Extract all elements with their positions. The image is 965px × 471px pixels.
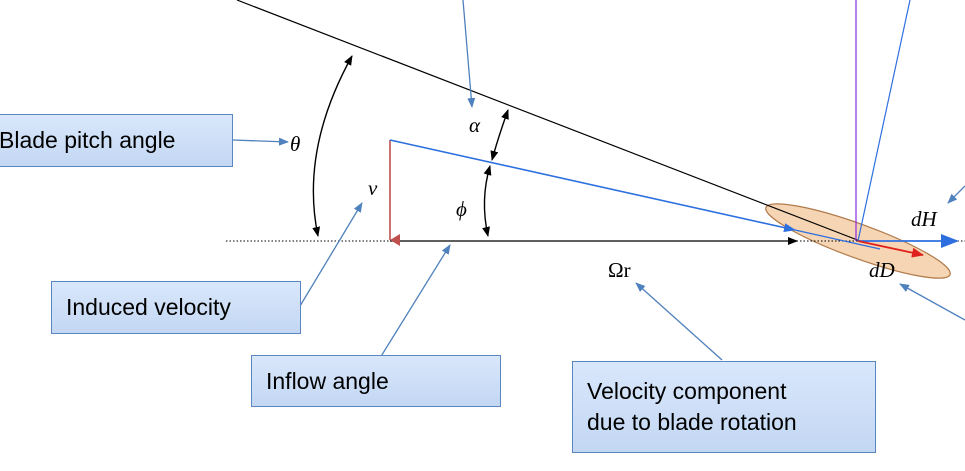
blade-rotation-velocity-callout: Velocity component due to blade rotation <box>572 361 876 453</box>
blade-pitch-angle-callout: Blade pitch angle <box>0 114 233 167</box>
dd-symbol: dD <box>869 258 895 282</box>
blade-rotation-label-line2: due to blade rotation <box>587 409 797 435</box>
leader-v <box>299 202 363 307</box>
leader-dd <box>899 283 965 321</box>
omega-r-symbol: Ωr <box>608 258 631 282</box>
relative-velocity-extension <box>794 229 881 250</box>
induced-velocity-label: Induced velocity <box>66 294 231 320</box>
alpha-arc <box>490 109 509 161</box>
leader-theta <box>232 137 289 146</box>
v-symbol: v <box>368 176 378 200</box>
chord-line <box>236 0 861 242</box>
leader-phi <box>379 244 451 359</box>
induced-velocity-callout: Induced velocity <box>51 281 301 334</box>
theta-symbol: θ <box>290 132 301 156</box>
dd-vector <box>857 240 924 258</box>
theta-arc <box>312 55 353 237</box>
alpha-symbol: α <box>469 113 481 137</box>
phi-symbol: ϕ <box>456 197 467 221</box>
inflow-angle-label: Inflow angle <box>266 367 389 394</box>
leader-alpha <box>462 0 476 108</box>
resultant-force-line <box>857 0 911 242</box>
dh-symbol: dH <box>911 207 937 231</box>
phi-arc <box>482 165 492 237</box>
blade-rotation-label-line1: Velocity component <box>587 378 787 404</box>
leader-dh <box>947 185 965 204</box>
blade-pitch-angle-label: Blade pitch angle <box>0 127 176 153</box>
leader-omega-r <box>635 282 723 361</box>
relative-velocity-vector <box>389 139 796 233</box>
inflow-angle-callout: Inflow angle <box>251 355 501 407</box>
